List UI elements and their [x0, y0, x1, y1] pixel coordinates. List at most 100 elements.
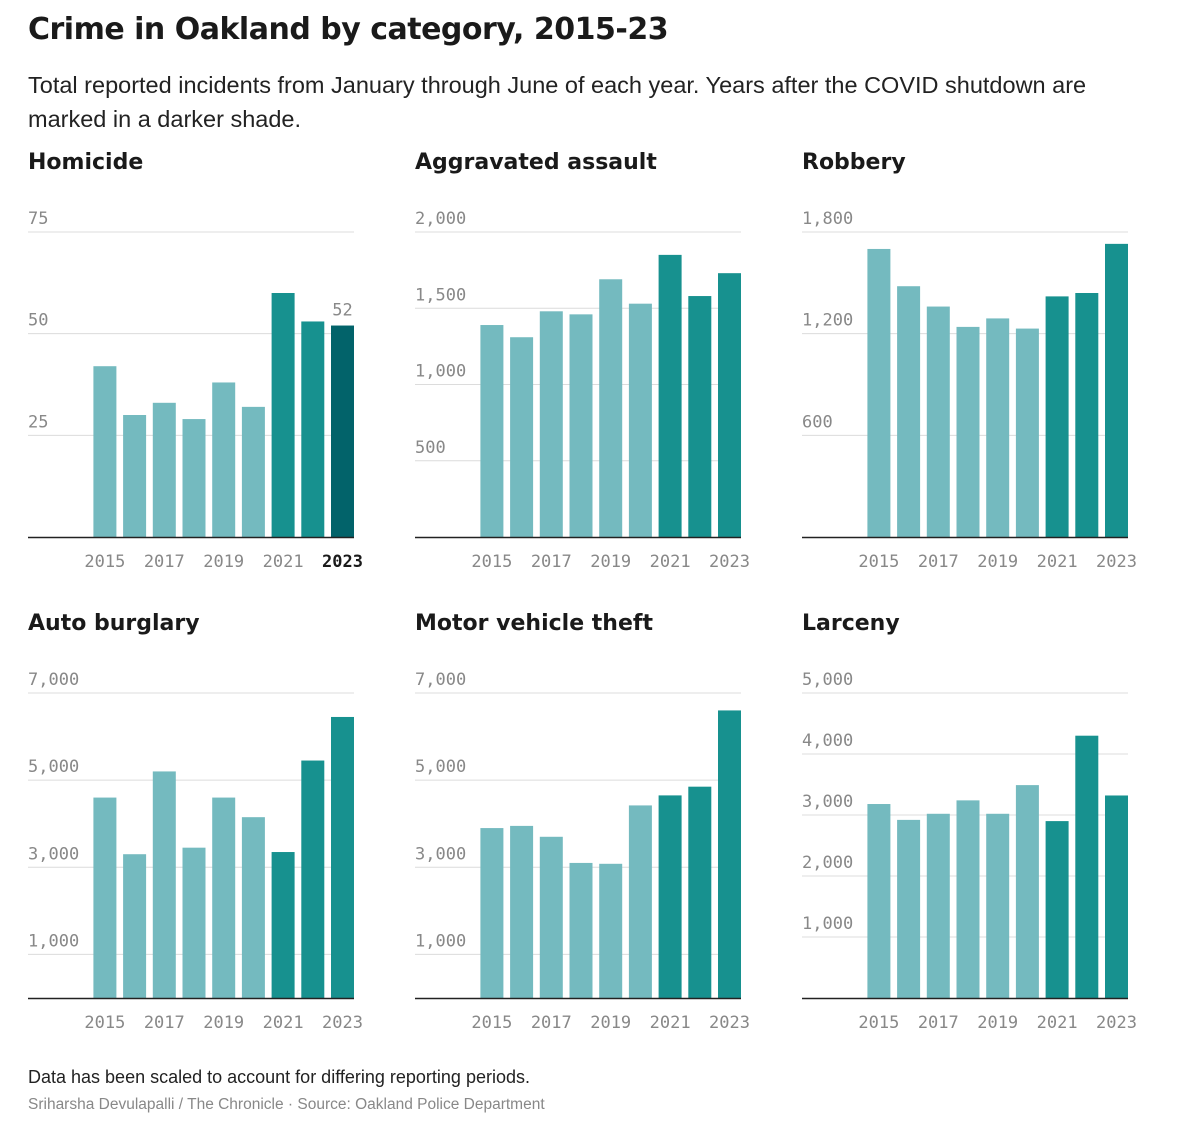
y-tick-label: 1,000 [28, 931, 79, 951]
x-tick-label: 2019 [977, 1013, 1018, 1033]
chart-subtitle: Total reported incidents from January th… [28, 72, 1087, 132]
x-tick-label: 2021 [650, 552, 691, 572]
bar-2019 [212, 797, 236, 998]
y-tick-label: 1,000 [415, 931, 466, 951]
bar-2021 [271, 293, 295, 537]
aggravated-assault-chart: Aggravated assault 500 1,000 1,500 2,000 201… [415, 150, 755, 590]
x-tick-label: 2023 [322, 1013, 363, 1033]
y-tick-label: 1,500 [415, 285, 466, 305]
footnote: Data has been scaled to account for diff… [28, 1067, 530, 1087]
bar-2022 [301, 321, 325, 537]
bar-2017 [152, 402, 176, 537]
y-tick-label: 500 [415, 438, 446, 458]
bar-2015 [867, 248, 891, 537]
x-tick-label: 2021 [1037, 1013, 1078, 1033]
robbery-chart-svg: 600 1,200 1,800 2015 2017 2019 2021 2023 [802, 209, 1137, 572]
x-tick-label: 2015 [84, 1013, 125, 1033]
bar-2022 [1075, 293, 1099, 537]
y-tick-label: 5,000 [28, 757, 79, 777]
x-tick-label: 2015 [471, 552, 512, 572]
bar-2019 [599, 863, 623, 998]
bar-2023 [718, 710, 741, 998]
robbery-chart: Robbery 600 1,200 1,800 2015 2017 2019 2021 202… [802, 150, 1142, 590]
bar-2022 [301, 760, 325, 998]
bar-2015 [93, 797, 117, 998]
y-tick-label: 3,000 [415, 844, 466, 864]
panel-title: Robbery [802, 150, 906, 175]
bar-2021 [1045, 821, 1069, 998]
y-tick-label: 7,000 [28, 670, 79, 690]
bar-2020 [628, 805, 652, 998]
homicide-chart-svg: 25 50 75 2015 2017 2019 2021 2023 52 [28, 209, 363, 572]
auto-burglary-chart: Auto burglary 1,000 3,000 5,000 7,000 2015 20… [28, 611, 368, 1051]
bar-2023 [1105, 243, 1128, 537]
y-tick-label: 1,000 [415, 362, 466, 382]
y-tick-label: 25 [28, 412, 48, 432]
bar-2019 [986, 318, 1010, 537]
x-tick-label: 2019 [590, 552, 631, 572]
x-tick-label: 2019 [977, 552, 1018, 572]
y-tick-label: 2,000 [415, 209, 466, 229]
x-tick-label: 2019 [203, 1013, 244, 1033]
bar-2016 [123, 415, 147, 537]
bar-2017 [152, 771, 176, 998]
x-tick-label: 2019 [203, 552, 244, 572]
x-tick-label: 2015 [84, 552, 125, 572]
x-tick-label: 2021 [263, 552, 304, 572]
panel-title: Homicide [28, 150, 144, 175]
x-tick-label: 2017 [531, 552, 572, 572]
y-tick-label: 1,800 [802, 209, 853, 229]
x-tick-label: 2015 [858, 1013, 899, 1033]
y-tick-label: 5,000 [415, 757, 466, 777]
bar-2020 [241, 817, 265, 998]
bar-2018 [956, 326, 980, 537]
bar-2023 [1105, 795, 1128, 998]
panel-title: Aggravated assault [415, 150, 657, 175]
x-tick-label: 2023 [1096, 552, 1137, 572]
y-tick-label: 1,200 [802, 311, 853, 331]
x-tick-label: 2017 [918, 1013, 959, 1033]
panel-title: Motor vehicle theft [415, 611, 653, 636]
x-tick-label: 2021 [263, 1013, 304, 1033]
bar-2020 [1015, 328, 1039, 537]
bar-2020 [1015, 785, 1039, 998]
bar-2017 [539, 836, 563, 998]
x-tick-label: 2023 [322, 552, 363, 572]
x-tick-label: 2023 [709, 552, 750, 572]
x-tick-label: 2017 [918, 552, 959, 572]
bar-2016 [123, 854, 147, 998]
y-tick-label: 75 [28, 209, 48, 229]
bar-2017 [926, 813, 950, 998]
bar-2020 [628, 303, 652, 537]
y-tick-label: 3,000 [28, 844, 79, 864]
x-tick-label: 2017 [144, 1013, 185, 1033]
auto-burglary-chart-svg: 1,000 3,000 5,000 7,000 2015 2017 2019 2021 2023 [28, 670, 363, 1033]
bar-2022 [1075, 735, 1099, 998]
bar-2018 [182, 419, 206, 537]
x-tick-label: 2015 [858, 552, 899, 572]
bar-2015 [93, 366, 117, 537]
y-tick-label: 1,000 [802, 914, 853, 934]
x-tick-label: 2023 [709, 1013, 750, 1033]
bar-2016 [897, 819, 921, 998]
x-tick-label: 2021 [1037, 552, 1078, 572]
x-tick-label: 2019 [590, 1013, 631, 1033]
motor-vehicle-theft-chart-svg: 1,000 3,000 5,000 7,000 2015 2017 2019 2021 2023 [415, 670, 750, 1033]
motor-vehicle-theft-chart: Motor vehicle theft 1,000 3,000 5,000 7,000… [415, 611, 755, 1051]
bar-2017 [926, 306, 950, 537]
bar-2021 [658, 254, 682, 537]
x-tick-label: 2021 [650, 1013, 691, 1033]
bar-2020 [241, 406, 265, 537]
x-tick-label: 2017 [144, 552, 185, 572]
bar-2021 [1045, 296, 1069, 537]
y-tick-label: 50 [28, 311, 48, 331]
bar-2021 [658, 795, 682, 998]
larceny-chart: Larceny 1,000 2,000 3,000 4,000 5,000 2015 201… [802, 611, 1142, 1051]
bar-2023 [718, 273, 741, 537]
bar-2018 [569, 862, 593, 998]
bar-2023 [331, 325, 354, 537]
y-tick-label: 7,000 [415, 670, 466, 690]
bar-2016 [510, 825, 534, 998]
panel-title: Larceny [802, 611, 900, 636]
bar-2023 [331, 716, 354, 998]
